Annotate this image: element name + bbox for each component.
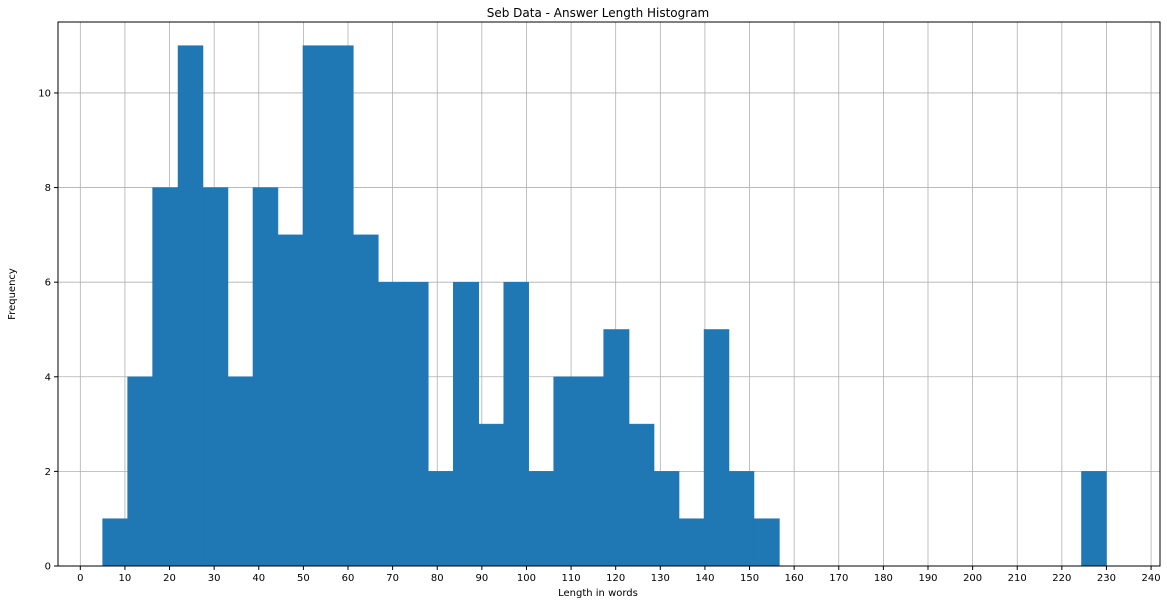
x-tick-label: 20 [163, 573, 176, 584]
histogram-bar [252, 187, 279, 567]
x-tick-label: 150 [740, 573, 759, 584]
histogram-bar [403, 281, 429, 567]
chart-title: Seb Data - Answer Length Histogram [487, 6, 710, 20]
x-tick-label: 70 [386, 573, 399, 584]
histogram-bar [202, 187, 229, 567]
x-tick-label: 10 [119, 573, 132, 584]
x-tick-label: 130 [651, 573, 670, 584]
x-tick-label: 190 [918, 573, 937, 584]
y-axis-label: Frequency [7, 268, 18, 320]
histogram-bar [378, 281, 404, 567]
x-tick-label: 30 [208, 573, 221, 584]
histogram-bar [177, 45, 204, 567]
plot-frame [57, 21, 1161, 567]
x-tick-label: 110 [562, 573, 581, 584]
histogram-bar [1081, 471, 1107, 567]
x-tick-label: 180 [874, 573, 893, 584]
histogram-bar [503, 281, 529, 567]
x-tick-label: 210 [1008, 573, 1027, 584]
y-tick-label: 4 [45, 372, 51, 383]
histogram-bar [152, 187, 179, 567]
y-tick-label: 6 [45, 278, 51, 289]
histogram-bar [653, 471, 680, 567]
histogram-bar [728, 471, 755, 567]
histogram-bar [102, 518, 128, 567]
x-tick-label: 40 [252, 573, 265, 584]
histogram-bar [678, 518, 705, 567]
x-tick-label: 240 [1142, 573, 1161, 584]
histogram-bar [127, 376, 153, 567]
x-axis-label: Length in words [558, 588, 638, 599]
histogram-bar [277, 234, 304, 567]
histogram-bar [753, 518, 780, 567]
histogram-bar [578, 376, 604, 567]
histogram-bar [453, 281, 479, 567]
histogram-bar [628, 423, 655, 567]
histogram-bar [703, 329, 730, 567]
y-tick-label: 2 [45, 467, 51, 478]
histogram-bar [227, 376, 254, 567]
x-axis-ticks: 0 10 20 30 40 50 60 70 80 90 100 110 120 130 140 150 160… [77, 566, 1161, 584]
histogram-bar [478, 423, 504, 567]
y-tick-label: 8 [45, 183, 51, 194]
x-tick-label: 120 [606, 573, 625, 584]
histogram-bars [102, 45, 1107, 567]
histogram-bar [328, 45, 354, 567]
x-tick-label: 230 [1097, 573, 1116, 584]
x-tick-label: 90 [475, 573, 488, 584]
y-axis-ticks: 0 2 4 6 8 10 [38, 88, 58, 573]
x-tick-label: 140 [695, 573, 714, 584]
x-tick-label: 60 [342, 573, 355, 584]
histogram-bar [428, 471, 454, 567]
x-tick-label: 160 [785, 573, 804, 584]
histogram-bar [553, 376, 579, 567]
x-tick-label: 80 [431, 573, 444, 584]
x-tick-label: 100 [517, 573, 536, 584]
x-tick-label: 220 [1052, 573, 1071, 584]
histogram-bar [302, 45, 329, 567]
x-tick-label: 0 [77, 573, 83, 584]
y-tick-label: 0 [45, 562, 51, 573]
y-tick-label: 10 [38, 88, 51, 99]
x-tick-label: 50 [297, 573, 310, 584]
histogram-bar [603, 329, 630, 567]
x-tick-label: 200 [963, 573, 982, 584]
x-tick-label: 170 [829, 573, 848, 584]
histogram-bar [353, 234, 379, 567]
histogram-bar [528, 471, 554, 567]
